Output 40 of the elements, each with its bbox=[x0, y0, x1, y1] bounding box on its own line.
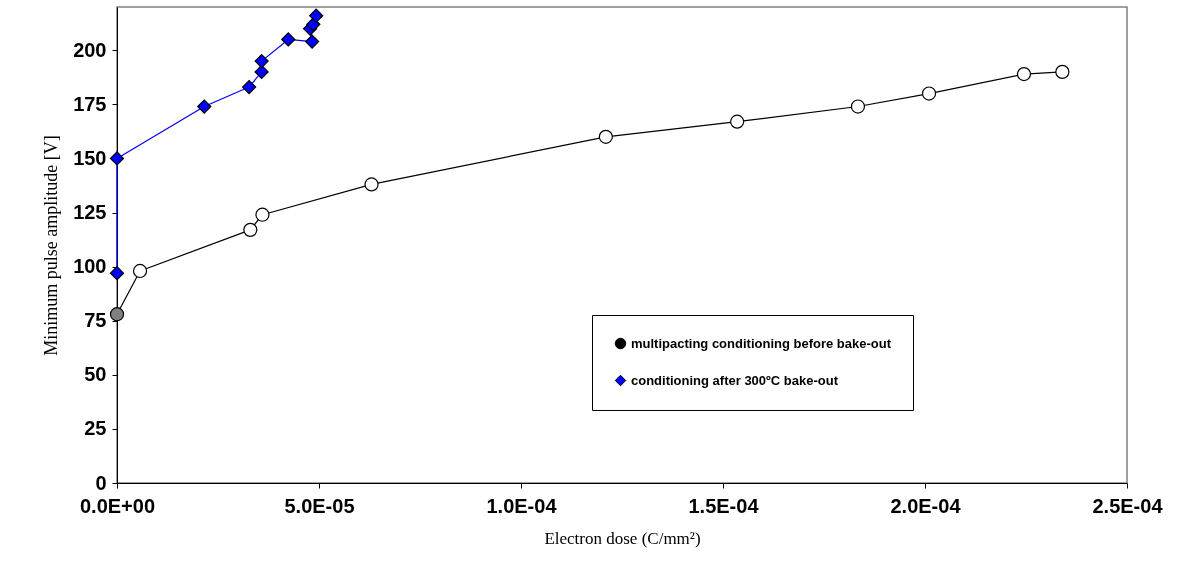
x-tick-label: 5.0E-05 bbox=[284, 494, 355, 517]
point bbox=[730, 114, 745, 129]
point bbox=[132, 263, 148, 279]
point bbox=[1055, 64, 1070, 80]
legend-label: multipacting conditioning before bake-out bbox=[631, 335, 892, 351]
point bbox=[921, 86, 937, 101]
point bbox=[109, 307, 125, 322]
point bbox=[850, 99, 866, 114]
point bbox=[241, 79, 257, 95]
y-tick-label: 75 bbox=[84, 309, 107, 332]
point bbox=[197, 99, 212, 114]
y-tick-label: 50 bbox=[84, 363, 107, 386]
x-tick-label: 0.0E+00 bbox=[79, 494, 156, 517]
legend-label: conditioning after 300ºC bake-out bbox=[631, 372, 839, 388]
x-axis-title: Electron dose (C/mm²) bbox=[544, 528, 701, 548]
point bbox=[243, 222, 258, 237]
point bbox=[364, 177, 379, 192]
point bbox=[109, 266, 125, 281]
point bbox=[598, 129, 613, 144]
point bbox=[254, 64, 269, 80]
point bbox=[281, 32, 296, 47]
x-tick-label: 2.0E-04 bbox=[890, 494, 962, 517]
y-tick-label: 0 bbox=[95, 471, 107, 494]
point bbox=[254, 53, 269, 69]
point bbox=[1016, 66, 1032, 82]
point bbox=[306, 17, 321, 32]
x-tick-label: 1.0E-04 bbox=[486, 494, 558, 517]
y-tick-label: 25 bbox=[84, 417, 107, 440]
y-tick-label: 125 bbox=[73, 201, 107, 224]
x-tick-label: 2.5E-04 bbox=[1092, 494, 1164, 517]
point bbox=[255, 207, 270, 222]
y-tick-label: 150 bbox=[73, 146, 107, 169]
x-tick-label: 1.5E-04 bbox=[688, 494, 760, 517]
y-axis-title: Minimum pulse amplitude [V] bbox=[41, 135, 62, 356]
y-tick-label: 100 bbox=[73, 255, 107, 278]
point bbox=[109, 151, 125, 166]
point bbox=[305, 34, 320, 49]
point bbox=[309, 8, 324, 23]
y-tick-label: 200 bbox=[73, 38, 107, 61]
y-tick-label: 175 bbox=[73, 92, 107, 115]
